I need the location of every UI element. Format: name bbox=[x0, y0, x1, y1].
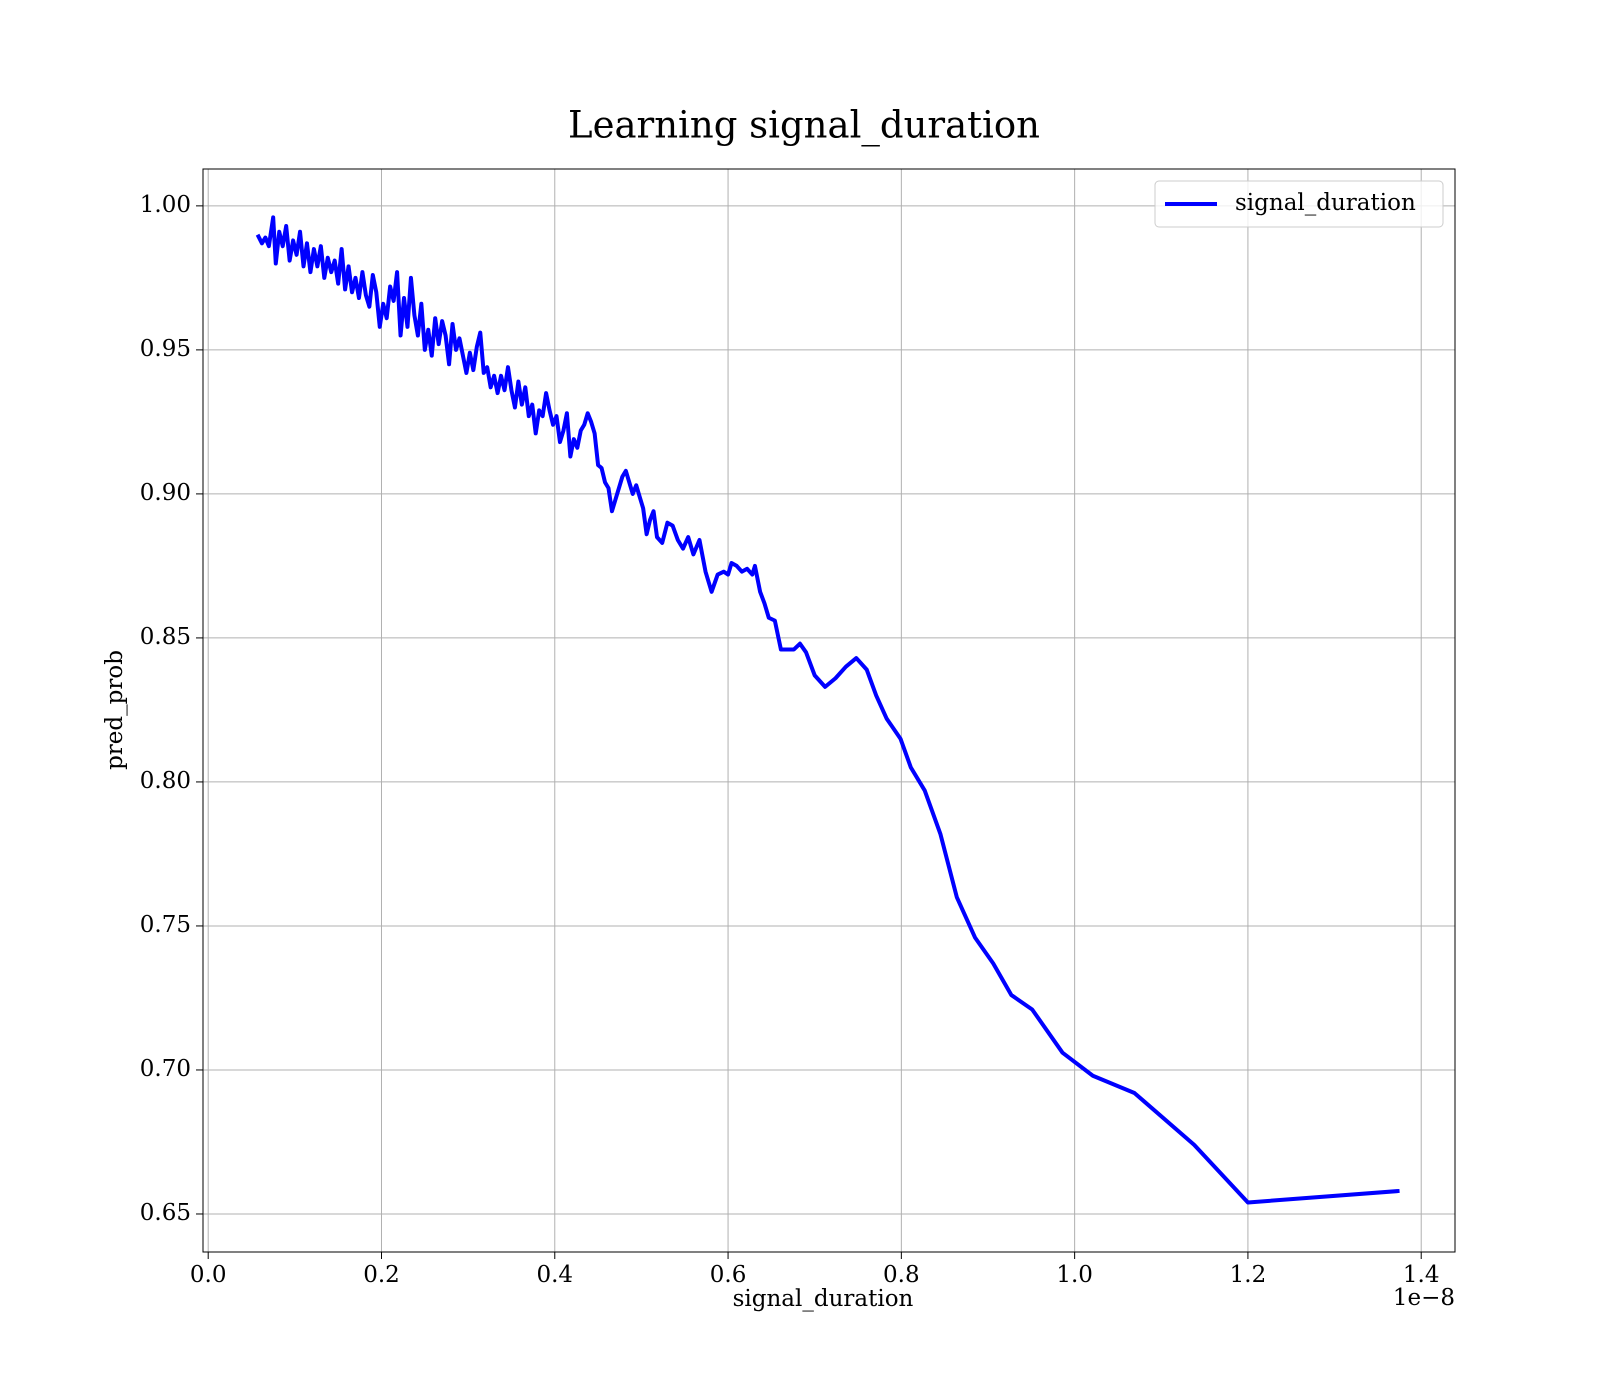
y-tick-label: 0.95 bbox=[140, 336, 191, 362]
plot-frame bbox=[202, 168, 1456, 1253]
y-tick-label: 0.75 bbox=[140, 912, 191, 938]
x-tick-label: 0.6 bbox=[710, 1262, 747, 1288]
x-tick-label: 1.2 bbox=[1230, 1262, 1267, 1288]
y-tick-label: 0.65 bbox=[140, 1200, 191, 1226]
x-tick-label: 1.0 bbox=[1056, 1262, 1093, 1288]
x-tick-label: 0.8 bbox=[883, 1262, 920, 1288]
x-offset-label: 1e−8 bbox=[1393, 1285, 1455, 1311]
x-tick-label: 0.0 bbox=[190, 1262, 227, 1288]
x-tick-label: 1.4 bbox=[1403, 1262, 1440, 1288]
x-axis-label: signal_duration bbox=[733, 1286, 914, 1312]
x-tick-label: 0.4 bbox=[536, 1262, 573, 1288]
chart-title: Learning signal_duration bbox=[568, 104, 1040, 148]
y-tick-label: 0.90 bbox=[140, 480, 191, 506]
x-tick-label: 0.2 bbox=[363, 1262, 400, 1288]
y-tick-label: 1.00 bbox=[140, 192, 191, 218]
y-tick-label: 0.80 bbox=[140, 768, 191, 794]
y-tick-label: 0.85 bbox=[140, 624, 191, 650]
legend-box bbox=[1154, 180, 1444, 228]
data-line bbox=[255, 215, 1400, 1205]
y-axis-label: pred_prob bbox=[102, 650, 128, 770]
legend-label: signal_duration bbox=[1235, 190, 1416, 216]
y-tick-label: 0.70 bbox=[140, 1056, 191, 1082]
